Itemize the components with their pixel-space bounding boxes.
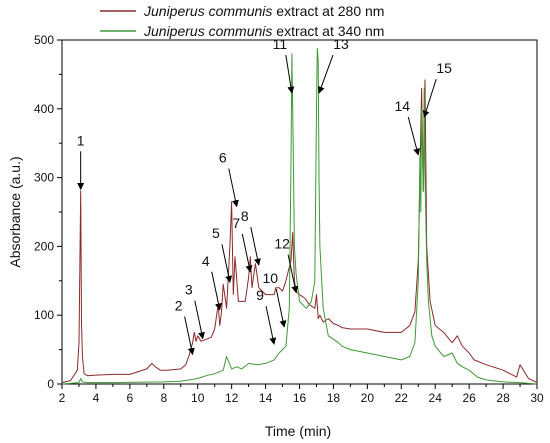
peak-arrow-14 (407, 116, 421, 156)
peak-label-9: 9 (256, 287, 264, 303)
x-tick-label: 24 (429, 391, 443, 405)
x-tick-label: 6 (127, 391, 134, 405)
peak-arrow-15 (422, 78, 437, 118)
peak-arrow-11 (285, 54, 295, 94)
x-tick-label: 14 (259, 391, 273, 405)
y-tick-label: 400 (34, 102, 54, 116)
x-tick-label: 10 (191, 391, 205, 405)
y-tick-label: 0 (47, 377, 54, 391)
peak-label-6: 6 (219, 150, 227, 166)
peak-label-7: 7 (232, 215, 240, 231)
peak-label-2: 2 (175, 297, 183, 313)
legend-label-1: Juniperus communis extract at 280 nm (143, 3, 384, 19)
x-tick-label: 8 (160, 391, 167, 405)
peak-arrow-13 (317, 54, 334, 94)
x-tick-label: 4 (93, 391, 100, 405)
legend-label-2: Juniperus communis extract at 340 nm (143, 23, 384, 39)
peak-arrow-8 (250, 226, 261, 266)
x-tick-label: 12 (225, 391, 239, 405)
x-tick-label: 22 (395, 391, 409, 405)
series-line-1 (61, 79, 538, 384)
x-tick-label: 30 (530, 391, 544, 405)
legend: Juniperus communis extract at 280 nm Juni… (100, 3, 384, 39)
peak-label-5: 5 (212, 225, 220, 241)
peak-label-14: 14 (394, 98, 410, 114)
peak-label-1: 1 (77, 132, 85, 148)
x-tick-label: 2 (59, 391, 66, 405)
peak-label-10: 10 (262, 270, 278, 286)
peak-arrow-7 (241, 233, 253, 273)
plot-area (61, 39, 538, 385)
peak-arrow-6 (228, 168, 239, 208)
peak-label-3: 3 (185, 282, 193, 298)
y-tick-label: 100 (34, 308, 54, 322)
peak-arrow-9 (265, 306, 277, 345)
peak-arrow-12 (287, 254, 299, 294)
x-tick-label: 26 (462, 391, 476, 405)
y-axis-title: Absorbance (a.u.) (7, 156, 23, 267)
peak-arrow-10 (275, 288, 287, 328)
series-layer (61, 47, 538, 385)
peak-label-12: 12 (274, 236, 290, 252)
axes: 2 4 6 8 10 12 14 16 18 20 22 24 26 28 3001002003004005… (34, 33, 544, 405)
x-axis-title: Time (min) (265, 423, 331, 439)
x-tick-label: 28 (496, 391, 510, 405)
x-tick-label: 18 (327, 391, 341, 405)
x-tick-label: 16 (293, 391, 307, 405)
peak-arrow-5 (221, 244, 233, 283)
x-tick-label: 20 (361, 391, 375, 405)
y-tick-label: 200 (34, 239, 54, 253)
peak-label-15: 15 (436, 60, 452, 76)
series-line-2 (61, 47, 538, 385)
peak-arrow-2 (184, 316, 195, 356)
peak-label-13: 13 (333, 36, 349, 52)
peak-label-8: 8 (241, 208, 249, 224)
peak-label-4: 4 (202, 253, 210, 269)
peak-arrow-3 (194, 300, 205, 340)
y-tick-label: 500 (34, 33, 54, 47)
y-tick-label: 300 (34, 171, 54, 185)
peak-label-11: 11 (273, 36, 288, 52)
peak-arrow-4 (211, 271, 222, 311)
plot-frame (61, 39, 538, 385)
